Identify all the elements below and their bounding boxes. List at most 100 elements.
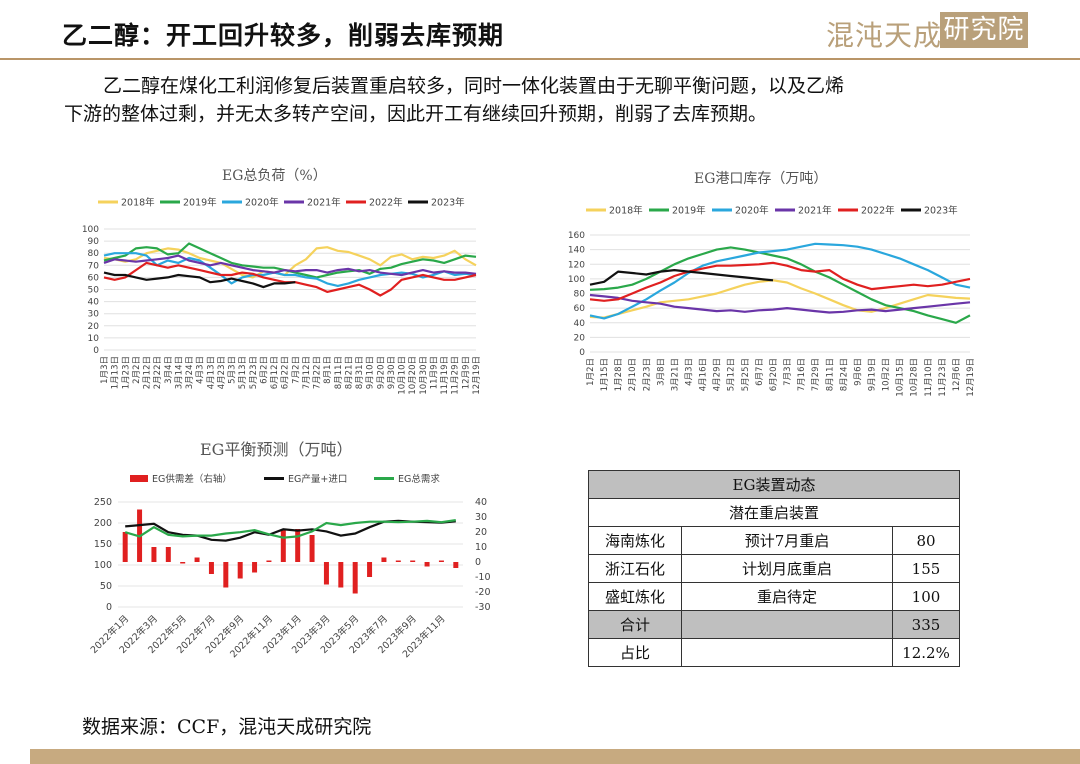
x-tick-label: 5月3日 bbox=[228, 356, 238, 384]
series-line-2018年 bbox=[589, 279, 971, 319]
x-tick-label: 2月22日 bbox=[153, 356, 163, 389]
logo-box-text: 研究院 bbox=[940, 12, 1028, 48]
x-tick-label: 4月3日 bbox=[196, 356, 206, 384]
x-tick-label: 6月7日 bbox=[755, 358, 765, 386]
x-tick-label: 6月12日 bbox=[270, 356, 280, 389]
x-tick-label: 12月19日 bbox=[472, 356, 482, 395]
y2-tick-label: -20 bbox=[475, 587, 491, 598]
x-tick-label: 8月11日 bbox=[825, 358, 835, 391]
y2-tick-label: -10 bbox=[475, 572, 491, 583]
x-tick-label: 8月21日 bbox=[344, 356, 354, 389]
y-tick-label: 100 bbox=[94, 560, 112, 571]
y-tick-label: 10 bbox=[88, 334, 100, 344]
x-tick-label: 7月29日 bbox=[811, 358, 821, 391]
y-tick-label: 40 bbox=[574, 319, 586, 329]
series-line-2021年 bbox=[589, 293, 971, 314]
x-tick-label: 4月3日 bbox=[685, 358, 695, 386]
balance-bar bbox=[381, 557, 387, 562]
balance-bar bbox=[367, 562, 373, 577]
data-source: 数据来源：CCF，混沌天成研究院 bbox=[82, 716, 372, 738]
x-tick-label: 10月15日 bbox=[896, 358, 906, 397]
x-tick-label: 12月6日 bbox=[952, 358, 962, 391]
x-tick-label: 6月20日 bbox=[769, 358, 779, 391]
x-tick-label: 3月4日 bbox=[164, 356, 174, 384]
plant-name: 盛虹炼化 bbox=[588, 582, 682, 611]
balance-chart: EG供需差（右轴） EG产量+进口 EG总需求050100150200250-30-… bbox=[88, 473, 491, 660]
x-tick-label: 8月1日 bbox=[323, 356, 333, 384]
plant-name: 海南炼化 bbox=[588, 526, 682, 555]
share-label: 占比 bbox=[588, 638, 682, 667]
total-label: 合计 bbox=[588, 610, 682, 639]
x-tick-label: 7月22日 bbox=[313, 356, 323, 389]
balance-bar bbox=[237, 562, 243, 579]
x-tick-label: 6月22日 bbox=[281, 356, 291, 389]
x-tick-label: 9月10日 bbox=[366, 356, 376, 389]
legend-label: 2021年 bbox=[307, 197, 341, 209]
plant-capacity: 100 bbox=[892, 582, 960, 611]
x-tick-label: 4月23日 bbox=[217, 356, 227, 389]
x-tick-label: 9月20日 bbox=[376, 356, 386, 389]
series-line-2022年 bbox=[589, 261, 971, 302]
x-tick-label: 2月10日 bbox=[628, 358, 638, 391]
load-chart-title: EG总负荷（%） bbox=[222, 168, 327, 184]
table-title: EG装置动态 bbox=[588, 470, 960, 499]
x-tick-label: 7月3日 bbox=[783, 358, 793, 386]
y-tick-label: 150 bbox=[94, 539, 112, 550]
series-line-2019年 bbox=[103, 242, 477, 279]
series-line-2020年 bbox=[589, 242, 971, 320]
x-tick-label: 6月2日 bbox=[259, 356, 269, 384]
table-total-row: 合计 335 bbox=[588, 610, 960, 639]
x-tick-label: 1月15日 bbox=[600, 358, 610, 391]
y-tick-label: 200 bbox=[94, 518, 112, 529]
x-tick-label: 12月9日 bbox=[461, 356, 471, 389]
x-tick-label: 1月23日 bbox=[121, 356, 131, 389]
x-tick-label: 2月23日 bbox=[642, 358, 652, 391]
balance-bar bbox=[323, 562, 329, 585]
y-tick-label: 0 bbox=[93, 346, 99, 356]
x-tick-label: 4月29日 bbox=[713, 358, 723, 391]
x-tick-label: 11月23日 bbox=[938, 358, 948, 397]
y-tick-label: 20 bbox=[574, 333, 586, 343]
table-share-row: 占比 12.2% bbox=[588, 638, 960, 667]
footer-bar bbox=[30, 749, 1080, 764]
legend-label: EG产量+进口 bbox=[288, 473, 347, 485]
balance-bar bbox=[438, 560, 444, 562]
series-line-2021年 bbox=[103, 254, 477, 277]
legend-swatch bbox=[130, 475, 148, 482]
y-tick-label: 30 bbox=[88, 310, 100, 320]
y2-tick-label: 10 bbox=[475, 542, 487, 553]
table-row: 盛虹炼化 重启待定 100 bbox=[588, 582, 960, 611]
x-tick-label: 5月25日 bbox=[741, 358, 751, 391]
summary-line-2: 下游的整体过剩，并无太多转产空间，因此开工有继续回升预期，削弱了去库预期。 bbox=[64, 103, 768, 125]
table-row: 海南炼化 预计7月重启 80 bbox=[588, 526, 960, 555]
x-tick-label: 8月31日 bbox=[355, 356, 365, 389]
y-tick-label: 60 bbox=[88, 273, 100, 283]
series-line-2020年 bbox=[103, 252, 477, 288]
legend-label: EG总需求 bbox=[398, 473, 440, 485]
legend-label: 2022年 bbox=[369, 197, 403, 209]
balance-bar bbox=[338, 562, 344, 588]
x-tick-label: 5月23日 bbox=[249, 356, 259, 389]
plant-name: 浙江石化 bbox=[588, 554, 682, 583]
x-tick-label: 2月2日 bbox=[132, 356, 142, 384]
x-tick-label: 10月30日 bbox=[419, 356, 429, 395]
summary-paragraph: 乙二醇在煤化工利润修复后装置重启较多，同时一体化装置由于无聊平衡问题，以及乙烯 … bbox=[64, 72, 1014, 128]
inventory-chart-title: EG港口库存（万吨） bbox=[694, 171, 828, 187]
x-tick-label: 4月16日 bbox=[699, 358, 709, 391]
y-tick-label: 0 bbox=[579, 348, 585, 358]
y2-tick-label: 20 bbox=[475, 527, 487, 538]
x-tick-label: 10月20日 bbox=[408, 356, 418, 395]
balance-bar bbox=[309, 535, 315, 562]
x-tick-label: 3月24日 bbox=[185, 356, 195, 389]
x-tick-label: 8月24日 bbox=[839, 358, 849, 391]
y-tick-label: 100 bbox=[82, 225, 99, 235]
page-title: 乙二醇：开工回升较多，削弱去库预期 bbox=[62, 21, 505, 50]
y2-tick-label: 0 bbox=[475, 557, 481, 568]
legend-label: 2019年 bbox=[672, 205, 706, 217]
balance-bar bbox=[180, 562, 186, 564]
x-tick-label: 5月13日 bbox=[238, 356, 248, 389]
balance-bar bbox=[395, 560, 401, 562]
balance-bar bbox=[424, 562, 430, 567]
x-tick-label: 9月30日 bbox=[387, 356, 397, 389]
plant-capacity: 155 bbox=[892, 554, 960, 583]
